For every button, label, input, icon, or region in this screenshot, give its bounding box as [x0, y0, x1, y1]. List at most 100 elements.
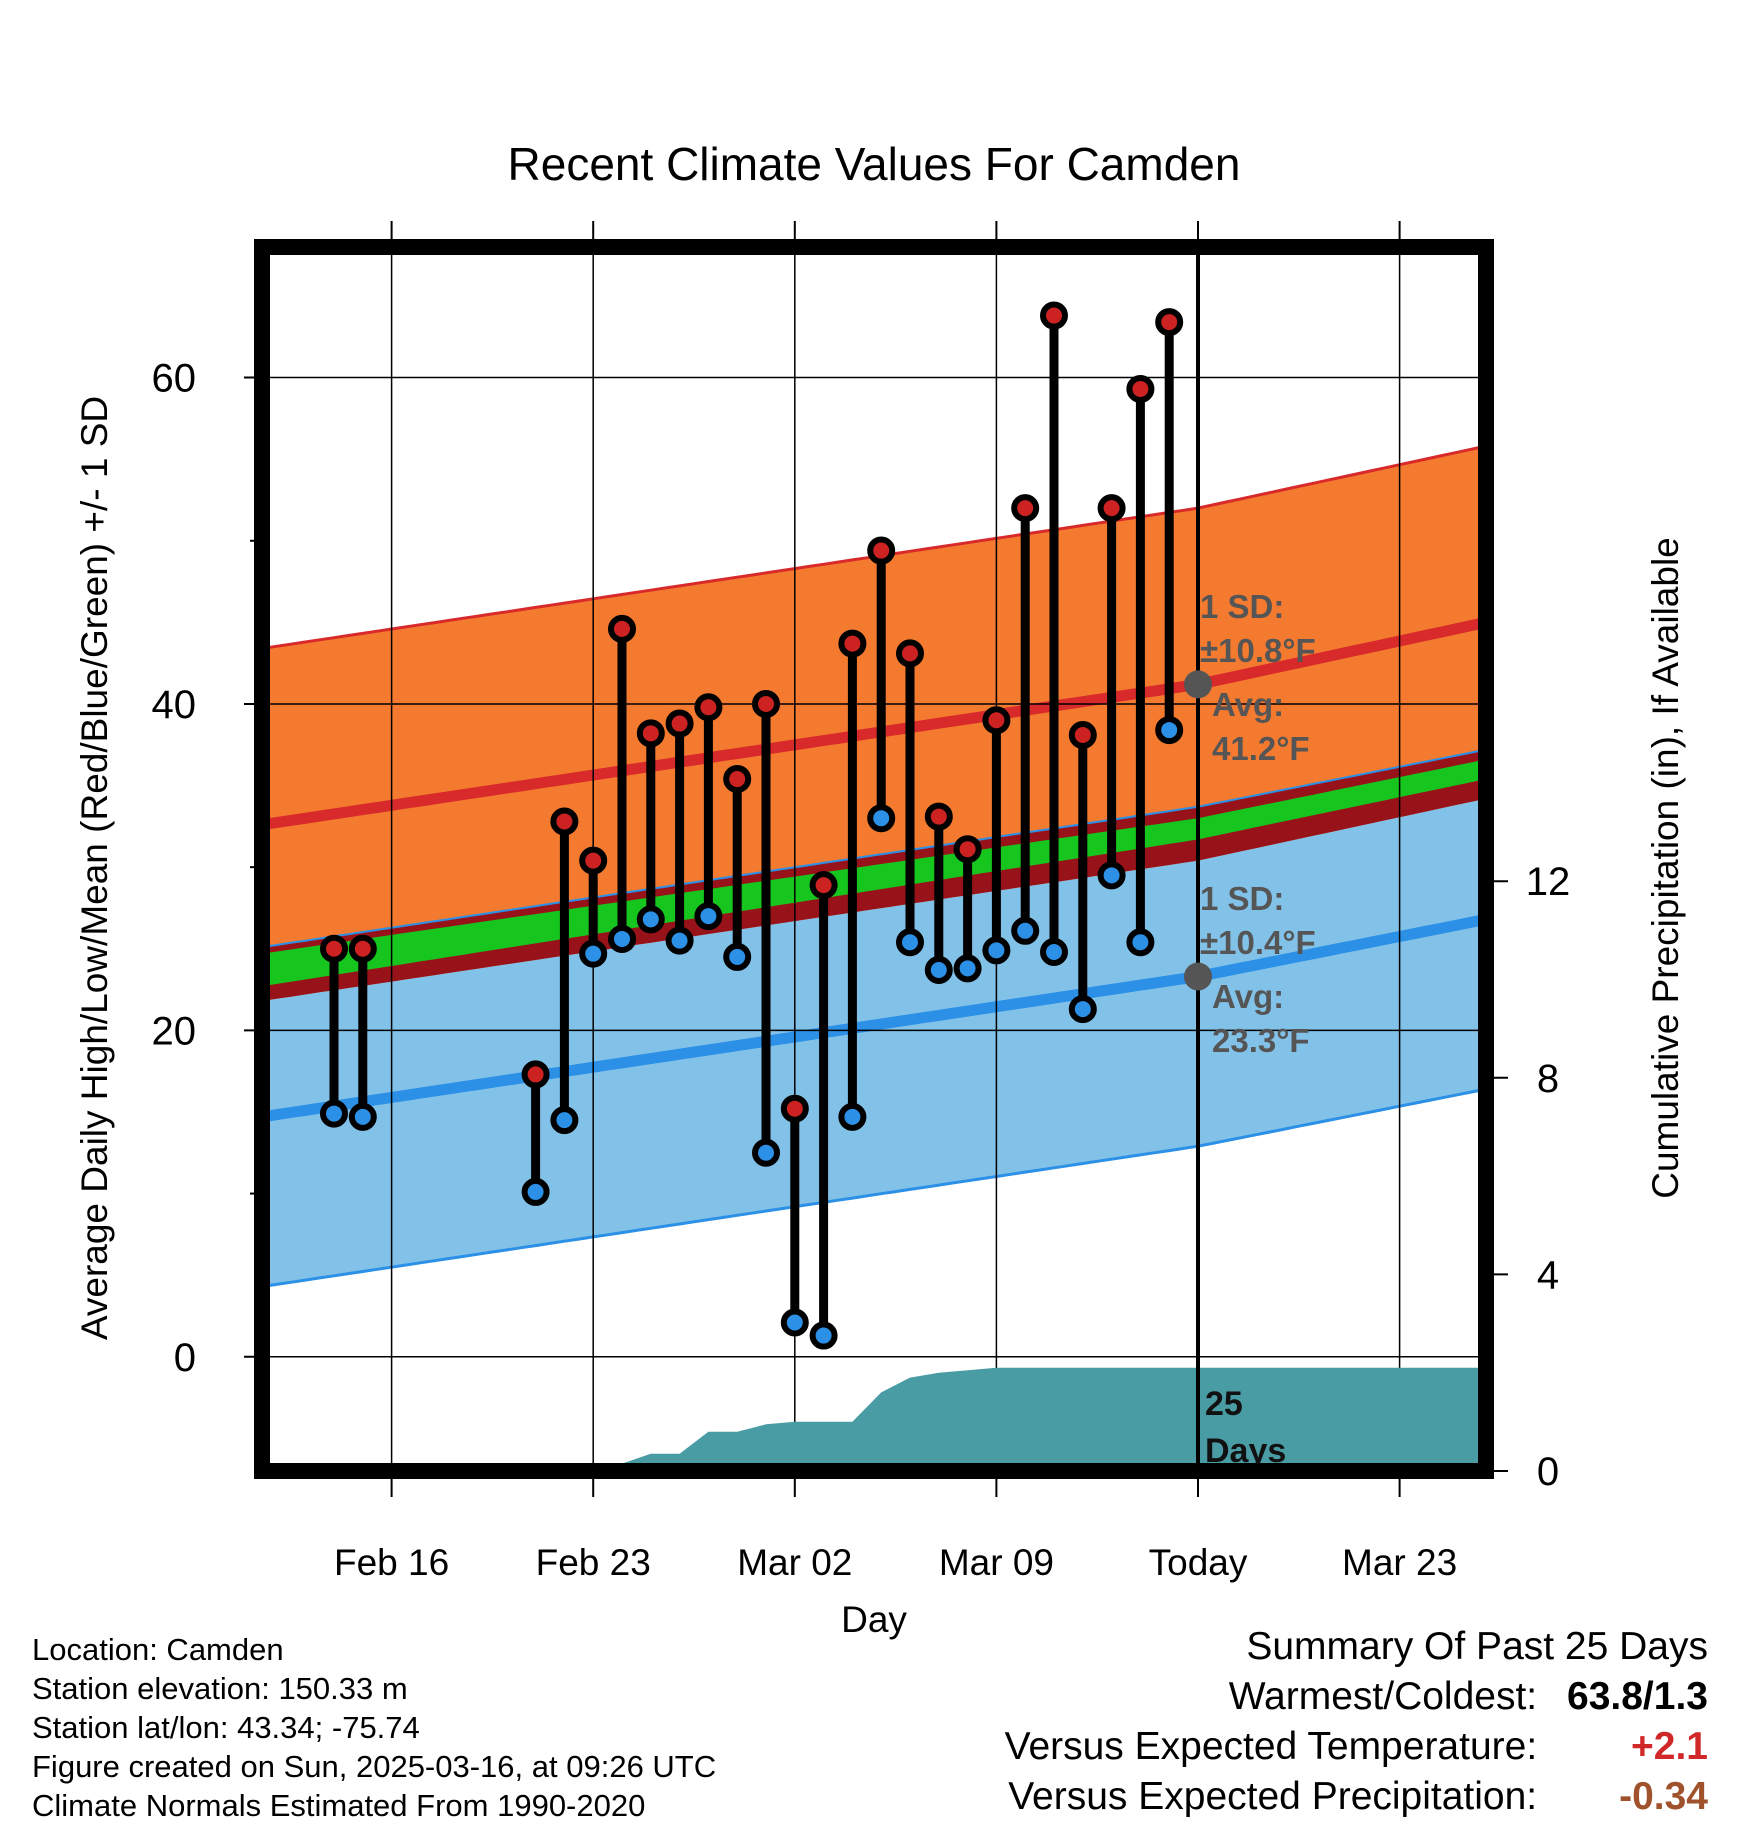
y2-tick-label: 8: [1537, 1057, 1559, 1101]
summary-temp-row: Versus Expected Temperature: +2.1: [1005, 1722, 1708, 1772]
annotation-high-sd: 1 SD:: [1200, 588, 1284, 625]
low-point: [838, 1102, 867, 1131]
low-point: [1097, 861, 1126, 890]
high-point: [1011, 494, 1040, 523]
high-point: [320, 934, 348, 963]
low-point: [1068, 995, 1097, 1024]
x-tick-label: Mar 09: [939, 1542, 1054, 1583]
x-tick-label: Feb 23: [536, 1542, 651, 1583]
annotation-low-avg-value: 23.3°F: [1212, 1022, 1310, 1059]
low-point: [723, 942, 752, 971]
low-point: [809, 1321, 838, 1350]
low-avg-marker: [1184, 962, 1212, 991]
low-sd-upper-edge: [262, 748, 1486, 949]
y2-tick-label: 4: [1537, 1253, 1559, 1297]
y-tick-label: 20: [152, 1009, 197, 1053]
annotations: 1 SD: ±10.8°F Avg: 41.2°F 1 SD: ±10.4°F …: [1200, 588, 1316, 1470]
high-avg-marker: [1184, 670, 1212, 699]
x-tick-label: Today: [1149, 1542, 1248, 1583]
high-point: [694, 693, 723, 722]
summary-precip-value: -0.34: [1619, 1775, 1708, 1818]
precipitation-area: [262, 1367, 1486, 1471]
info-location: Location: Camden: [32, 1632, 284, 1667]
info-elevation: Station elevation: 150.33 m: [32, 1671, 408, 1706]
low-point: [694, 902, 723, 931]
high-point: [924, 802, 953, 831]
y2-axis-label: Cumulative Precipitation (in), If Availa…: [1645, 537, 1686, 1199]
annotation-days-count: 25: [1205, 1385, 1243, 1423]
y-tick-label: 60: [152, 357, 197, 401]
high-point: [665, 709, 694, 738]
y2-tick-label: 12: [1526, 860, 1571, 904]
high-point: [1040, 301, 1068, 330]
low-point: [348, 1102, 377, 1131]
summary-title: Summary Of Past 25 Days: [1246, 1625, 1708, 1668]
high-point: [1068, 720, 1097, 749]
plot-frame: [254, 239, 1494, 1479]
high-point: [1097, 494, 1126, 523]
summary-warmest-value: 63.8/1.3: [1567, 1675, 1708, 1718]
high-point: [982, 706, 1011, 735]
high-point: [752, 689, 780, 718]
low-point: [521, 1177, 550, 1206]
x-tick-label: Feb 16: [334, 1542, 449, 1583]
high-point: [608, 614, 636, 643]
low-mean-line: [262, 914, 1486, 1123]
summary-warmest-row: Warmest/Coldest: 63.8/1.3: [1005, 1672, 1708, 1722]
low-point: [608, 924, 636, 953]
info-created: Figure created on Sun, 2025-03-16, at 09…: [32, 1749, 717, 1784]
low-point: [982, 936, 1011, 965]
high-point: [809, 871, 838, 900]
chart-title: Recent Climate Values For Camden: [508, 138, 1241, 190]
high-point: [896, 639, 924, 668]
high-point: [521, 1060, 550, 1089]
annotation-high-sd-value: ±10.8°F: [1200, 632, 1316, 669]
x-axis-label: Day: [841, 1599, 907, 1640]
station-info: Location: Camden Station elevation: 150.…: [32, 1630, 716, 1825]
low-point: [867, 804, 896, 833]
high-point: [579, 846, 608, 875]
annotation-high-avg-value: 41.2°F: [1212, 730, 1310, 767]
low-point: [579, 939, 608, 968]
x-tick-label: Mar 02: [737, 1542, 852, 1583]
low-point: [1126, 928, 1155, 957]
y2-tick-label: 0: [1537, 1450, 1559, 1494]
info-normals: Climate Normals Estimated From 1990-2020: [32, 1788, 646, 1823]
high-point: [636, 719, 665, 748]
annotation-high-avg: Avg:: [1212, 686, 1284, 723]
high-point: [838, 629, 867, 658]
low-point: [1040, 938, 1068, 967]
low-point: [752, 1138, 780, 1167]
high-point: [723, 765, 752, 794]
high-point: [867, 536, 896, 565]
low-point: [924, 955, 953, 984]
annotation-low-sd-value: ±10.4°F: [1200, 924, 1316, 961]
daily-range-stems: [329, 315, 1174, 1336]
x-tick-label: Mar 23: [1342, 1542, 1457, 1583]
plot-background: [262, 444, 1486, 1289]
info-latlon: Station lat/lon: 43.34; -75.74: [32, 1710, 420, 1745]
summary-temp-label: Versus Expected Temperature:: [1004, 1725, 1538, 1768]
annotation-low-avg: Avg:: [1212, 978, 1284, 1015]
high-mean-line: [262, 617, 1486, 831]
low-point: [665, 926, 694, 955]
annotation-low-sd: 1 SD:: [1200, 880, 1284, 917]
low-point: [1155, 716, 1184, 745]
high-point: [550, 807, 579, 836]
low-point: [896, 928, 924, 957]
high-point: [780, 1094, 809, 1123]
summary-warmest-label: Warmest/Coldest:: [1228, 1675, 1538, 1718]
y-axis-label: Average Daily High/Low/Mean (Red/Blue/Gr…: [74, 396, 115, 1340]
summary-panel: Summary Of Past 25 Days Warmest/Coldest:…: [1005, 1622, 1708, 1822]
low-point: [320, 1099, 348, 1128]
low-point: [953, 954, 982, 983]
high-point: [1155, 308, 1184, 337]
precip-cumulative-area: [262, 1367, 1486, 1471]
low-point: [636, 905, 665, 934]
summary-temp-value: +2.1: [1631, 1725, 1708, 1768]
high-point: [953, 835, 982, 864]
high-point: [1126, 374, 1155, 403]
daily-points: [320, 301, 1184, 1350]
y-tick-label: 0: [174, 1336, 196, 1380]
